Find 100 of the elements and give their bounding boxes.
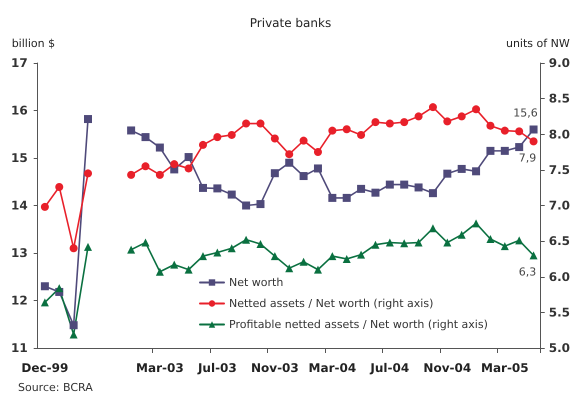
point bbox=[256, 120, 264, 128]
legend-label: Profitable netted assets / Net worth (right axis) bbox=[229, 318, 488, 331]
point bbox=[486, 146, 494, 155]
y2-tick-label: 6.5 bbox=[548, 234, 570, 248]
point bbox=[328, 194, 336, 202]
point bbox=[285, 158, 294, 167]
point bbox=[170, 260, 178, 269]
point bbox=[530, 126, 538, 134]
point bbox=[328, 252, 336, 260]
point bbox=[55, 284, 64, 292]
point bbox=[386, 180, 394, 189]
point bbox=[300, 172, 308, 180]
point bbox=[84, 242, 92, 251]
y-tick-label: 11 bbox=[10, 341, 28, 355]
point bbox=[127, 246, 136, 254]
point bbox=[472, 105, 480, 114]
y2-tick-label: 6.0 bbox=[548, 270, 570, 284]
point bbox=[300, 258, 308, 266]
point bbox=[428, 224, 437, 232]
point bbox=[472, 219, 480, 228]
point bbox=[40, 282, 49, 290]
chart-title: Private banks bbox=[250, 16, 332, 30]
point bbox=[300, 136, 308, 145]
point bbox=[400, 118, 408, 126]
point bbox=[142, 162, 150, 170]
point bbox=[285, 264, 294, 272]
y-axis-title: billion $ bbox=[12, 37, 56, 50]
x-tick-label: Mar-03 bbox=[136, 361, 184, 375]
point bbox=[458, 230, 466, 239]
y2-tick-label: 8.5 bbox=[548, 92, 570, 106]
point bbox=[156, 170, 164, 179]
legend-label: Net worth bbox=[229, 276, 284, 289]
x-tick-label: Mar-04 bbox=[308, 361, 356, 375]
point bbox=[342, 194, 351, 202]
x-tick-label: Mar-05 bbox=[480, 361, 529, 375]
point bbox=[70, 321, 78, 330]
point bbox=[458, 112, 466, 120]
point bbox=[84, 169, 92, 178]
y2-tick-label: 7.0 bbox=[548, 198, 570, 212]
point bbox=[184, 153, 193, 162]
y-tick-label: 15 bbox=[10, 151, 28, 165]
point bbox=[530, 137, 538, 146]
data-label: 6,3 bbox=[518, 265, 536, 278]
point bbox=[486, 122, 494, 130]
x-tick-label: Jul-04 bbox=[369, 361, 410, 375]
point bbox=[242, 236, 250, 244]
x-tick-label: Dec-99 bbox=[21, 361, 68, 375]
y-tick-label: 16 bbox=[10, 104, 28, 118]
point bbox=[314, 148, 322, 156]
point bbox=[198, 140, 207, 149]
point bbox=[386, 120, 394, 128]
point bbox=[55, 182, 64, 191]
point bbox=[270, 169, 279, 178]
point bbox=[342, 125, 351, 134]
point bbox=[40, 298, 49, 306]
point bbox=[213, 248, 222, 257]
point bbox=[386, 238, 394, 247]
point bbox=[428, 189, 437, 198]
y2-tick-label: 9.0 bbox=[548, 56, 570, 70]
y2-tick-label: 5.0 bbox=[548, 341, 570, 355]
point bbox=[472, 167, 480, 176]
point bbox=[443, 238, 452, 247]
x-tick-label: Jul-03 bbox=[196, 361, 237, 375]
point bbox=[414, 238, 423, 247]
point bbox=[84, 115, 92, 124]
y-tick-label: 14 bbox=[10, 198, 28, 212]
legend-label: Netted assets / Net worth (right axis) bbox=[229, 297, 434, 310]
y2-tick-label: 7.5 bbox=[548, 162, 570, 177]
point bbox=[428, 103, 437, 112]
point bbox=[198, 252, 207, 260]
point bbox=[184, 164, 193, 172]
point bbox=[486, 234, 494, 243]
point bbox=[213, 184, 222, 192]
point bbox=[500, 242, 509, 250]
point bbox=[228, 244, 236, 252]
point bbox=[328, 126, 336, 135]
point bbox=[357, 184, 366, 193]
point bbox=[141, 238, 150, 247]
point bbox=[371, 118, 380, 126]
point bbox=[443, 170, 452, 178]
point bbox=[156, 268, 164, 276]
point bbox=[400, 180, 408, 189]
y2-tick-label: 8.0 bbox=[548, 127, 570, 142]
point bbox=[314, 266, 322, 274]
x-tick-label: Nov-04 bbox=[423, 361, 472, 375]
point bbox=[141, 133, 150, 142]
point bbox=[170, 160, 178, 168]
point bbox=[500, 146, 509, 155]
point bbox=[357, 250, 366, 259]
point bbox=[184, 266, 193, 274]
point bbox=[70, 244, 78, 252]
point bbox=[127, 170, 136, 179]
point bbox=[400, 239, 408, 248]
point bbox=[371, 240, 380, 249]
y-tick-label: 13 bbox=[10, 246, 28, 260]
point bbox=[270, 134, 279, 143]
point bbox=[256, 240, 264, 248]
y2-axis-title: units of NW bbox=[506, 37, 570, 50]
data-label: 15,6 bbox=[513, 106, 538, 120]
point bbox=[228, 190, 236, 199]
